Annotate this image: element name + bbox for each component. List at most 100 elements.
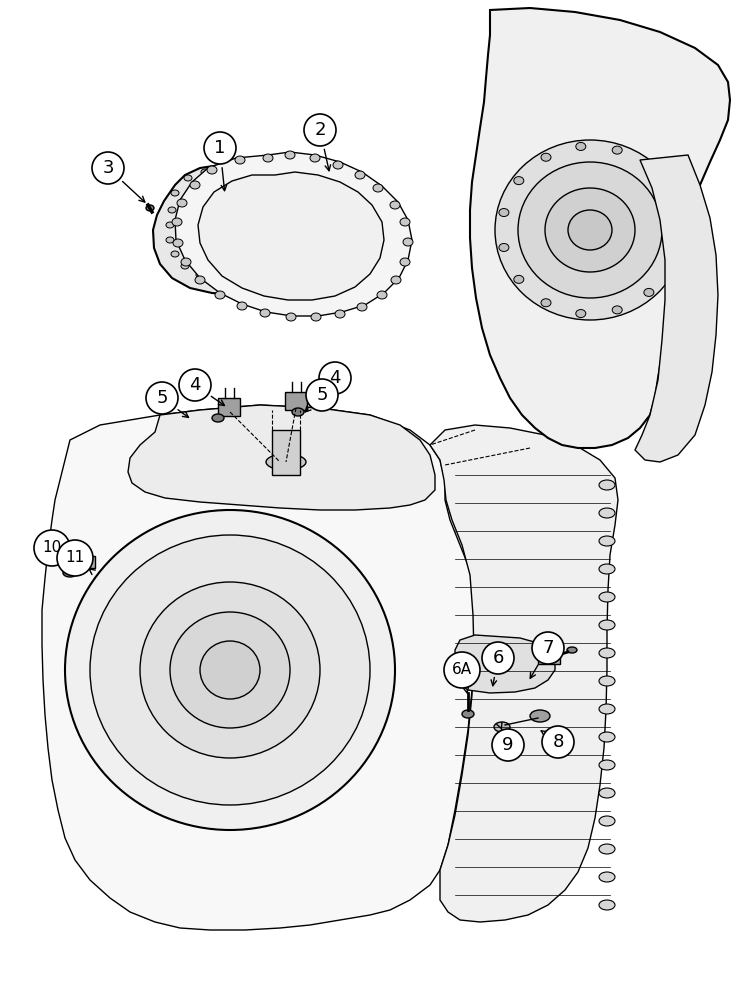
Ellipse shape <box>252 278 260 284</box>
Ellipse shape <box>286 267 294 273</box>
Ellipse shape <box>181 258 191 266</box>
Ellipse shape <box>258 169 266 175</box>
Ellipse shape <box>263 154 273 162</box>
Ellipse shape <box>599 536 615 546</box>
Circle shape <box>179 369 211 401</box>
Ellipse shape <box>494 722 510 732</box>
Ellipse shape <box>304 197 312 203</box>
Text: 7: 7 <box>542 639 553 657</box>
Ellipse shape <box>184 175 192 181</box>
Ellipse shape <box>568 210 612 250</box>
Text: 2: 2 <box>314 121 326 139</box>
Text: 6: 6 <box>493 649 504 667</box>
Ellipse shape <box>576 310 586 318</box>
Circle shape <box>92 152 124 184</box>
Ellipse shape <box>90 535 370 805</box>
Ellipse shape <box>201 169 209 175</box>
Ellipse shape <box>172 218 182 226</box>
Polygon shape <box>470 8 730 448</box>
Ellipse shape <box>599 564 615 574</box>
Ellipse shape <box>299 257 307 263</box>
Ellipse shape <box>140 582 320 758</box>
Ellipse shape <box>644 288 654 296</box>
Circle shape <box>146 382 178 414</box>
Ellipse shape <box>499 209 509 217</box>
Ellipse shape <box>612 146 622 154</box>
Ellipse shape <box>462 710 474 718</box>
Circle shape <box>304 114 336 146</box>
Ellipse shape <box>599 816 615 826</box>
Ellipse shape <box>207 166 217 174</box>
Polygon shape <box>42 405 475 930</box>
Ellipse shape <box>190 181 200 189</box>
Ellipse shape <box>335 310 345 318</box>
Ellipse shape <box>599 620 615 630</box>
Ellipse shape <box>390 201 400 209</box>
Ellipse shape <box>146 205 154 211</box>
Ellipse shape <box>541 299 551 307</box>
Ellipse shape <box>665 260 676 268</box>
Text: 1: 1 <box>214 139 225 157</box>
Ellipse shape <box>166 237 174 243</box>
Ellipse shape <box>235 156 245 164</box>
Ellipse shape <box>599 760 615 770</box>
Ellipse shape <box>285 151 295 159</box>
Circle shape <box>444 652 480 688</box>
Ellipse shape <box>170 612 290 728</box>
Ellipse shape <box>270 274 278 280</box>
Ellipse shape <box>599 732 615 742</box>
Ellipse shape <box>599 872 615 882</box>
Circle shape <box>306 379 338 411</box>
Ellipse shape <box>400 258 410 266</box>
Text: 11: 11 <box>65 550 85 566</box>
Ellipse shape <box>196 272 204 278</box>
Bar <box>272 430 300 475</box>
Ellipse shape <box>599 592 615 602</box>
Ellipse shape <box>260 309 270 317</box>
Ellipse shape <box>173 239 183 247</box>
Ellipse shape <box>599 788 615 798</box>
Ellipse shape <box>545 188 635 272</box>
Bar <box>218 398 240 416</box>
Ellipse shape <box>391 276 401 284</box>
Ellipse shape <box>238 167 246 173</box>
Ellipse shape <box>403 238 413 246</box>
Ellipse shape <box>333 161 343 169</box>
Ellipse shape <box>373 184 383 192</box>
Ellipse shape <box>195 276 205 284</box>
Text: 3: 3 <box>102 159 113 177</box>
Polygon shape <box>198 172 384 300</box>
Ellipse shape <box>673 226 683 234</box>
Ellipse shape <box>181 263 189 269</box>
Circle shape <box>319 362 351 394</box>
Ellipse shape <box>237 302 247 310</box>
Ellipse shape <box>599 900 615 910</box>
Ellipse shape <box>530 710 550 722</box>
Polygon shape <box>153 165 333 295</box>
Ellipse shape <box>599 648 615 658</box>
Ellipse shape <box>276 175 284 181</box>
Bar <box>538 652 560 664</box>
Circle shape <box>542 726 574 758</box>
Ellipse shape <box>63 569 77 577</box>
Ellipse shape <box>286 313 296 321</box>
Ellipse shape <box>514 177 524 185</box>
Ellipse shape <box>166 222 174 228</box>
Ellipse shape <box>599 676 615 686</box>
Ellipse shape <box>644 164 654 172</box>
Ellipse shape <box>218 167 226 173</box>
Circle shape <box>34 530 70 566</box>
Ellipse shape <box>612 306 622 314</box>
Text: 5: 5 <box>156 389 168 407</box>
Ellipse shape <box>599 508 615 518</box>
Ellipse shape <box>308 245 316 251</box>
Polygon shape <box>128 405 435 510</box>
Ellipse shape <box>312 229 320 235</box>
Circle shape <box>492 729 524 761</box>
Ellipse shape <box>576 142 586 150</box>
Text: 5: 5 <box>316 386 328 404</box>
Text: 4: 4 <box>190 376 201 394</box>
Ellipse shape <box>200 641 260 699</box>
Ellipse shape <box>233 279 241 285</box>
Ellipse shape <box>567 647 577 653</box>
